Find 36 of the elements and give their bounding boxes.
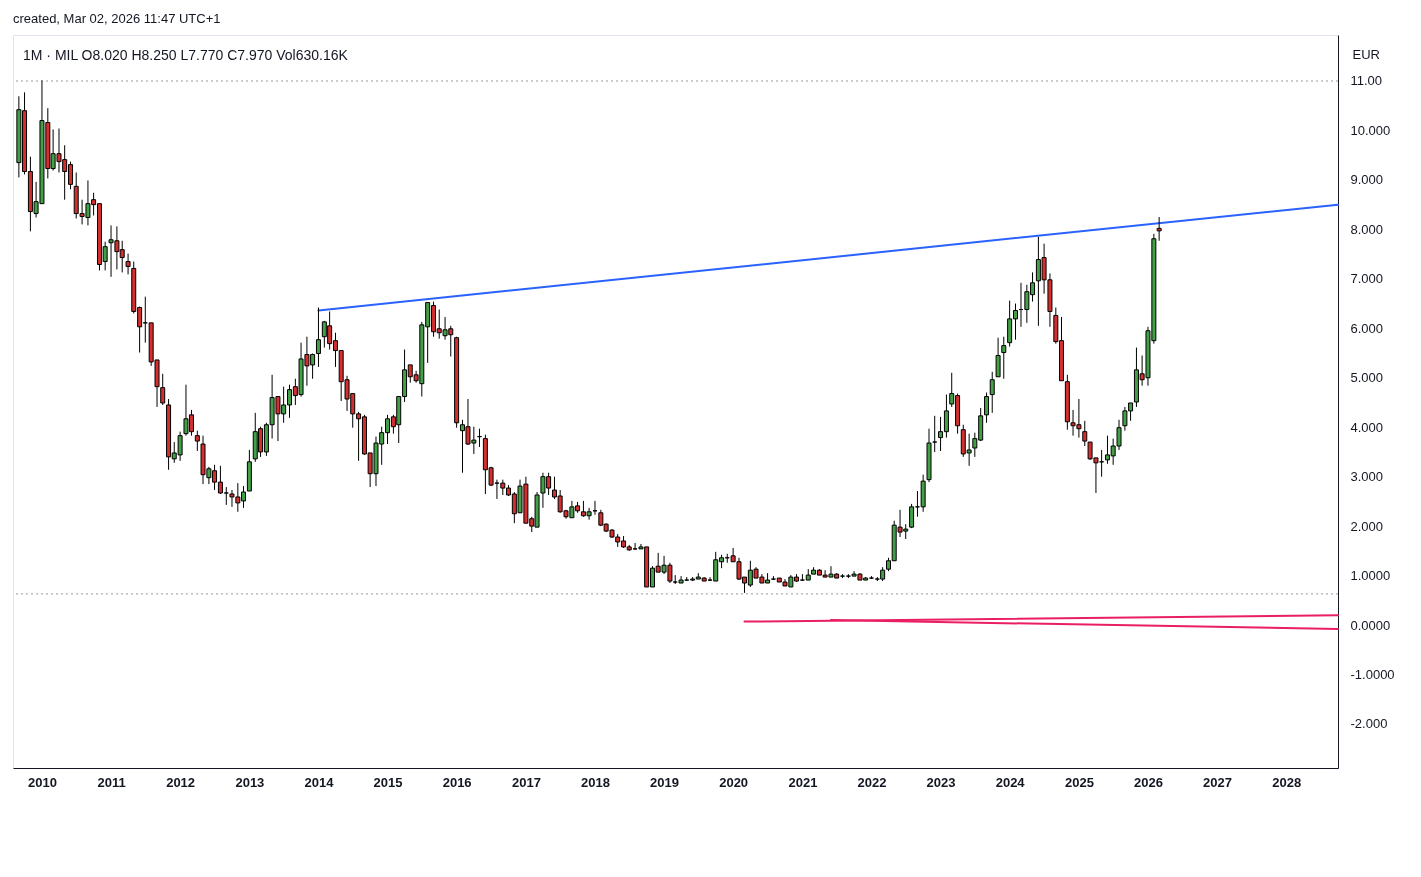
x-tick-label: 2015 [373, 774, 403, 790]
x-tick-label: 2010 [28, 774, 57, 790]
y-axis-title: EUR [1352, 46, 1380, 62]
y-tick-label: 3.000 [1350, 469, 1384, 485]
x-tick-label: 2025 [1064, 774, 1094, 790]
x-tick-label: 2027 [1203, 774, 1233, 790]
x-tick-label: 2013 [235, 774, 265, 790]
y-tick-label: 0.0000 [1350, 617, 1391, 633]
text: created, Mar 02, 2026 11:47 UTC+1 [13, 10, 221, 28]
x-tick-label: 2011 [97, 774, 126, 790]
y-tick-label: 2.000 [1350, 518, 1384, 534]
y-tick-label: -2.000 [1350, 716, 1388, 732]
x-tick-label: 2020 [719, 774, 749, 790]
x-tick-label: 2021 [788, 774, 818, 790]
x-tick-label: 2019 [650, 774, 680, 790]
x-tick-label: 2026 [1134, 774, 1163, 790]
y-tick-label: 5.000 [1350, 370, 1384, 386]
y-tick-label: 10.000 [1350, 122, 1391, 138]
x-tick-label: 2017 [511, 774, 541, 790]
y-tick-label: 7.000 [1350, 271, 1384, 287]
y-tick-label: 4.000 [1350, 419, 1384, 435]
y-tick-label: 6.000 [1350, 320, 1384, 336]
y-tick-label: -1.0000 [1350, 667, 1395, 683]
y-tick-label: 1.0000 [1350, 568, 1391, 584]
x-tick-label: 2016 [442, 774, 472, 790]
x-tick-label: 2024 [995, 774, 1026, 790]
x-tick-label: 2023 [926, 774, 956, 790]
x-tick-label: 2018 [581, 774, 610, 790]
y-tick-label: 9.000 [1350, 172, 1384, 188]
x-tick-label: 2014 [304, 774, 335, 790]
text: 1M · MIL O8.020 H8.250 L7.770 C7.970 Vol630.16K [23, 47, 349, 63]
x-tick-label: 2028 [1272, 774, 1302, 790]
x-tick-label: 2012 [166, 774, 196, 790]
y-tick-label: 11.00 [1350, 73, 1383, 89]
y-tick-label: 8.000 [1350, 221, 1384, 237]
x-tick-label: 2022 [857, 774, 887, 790]
